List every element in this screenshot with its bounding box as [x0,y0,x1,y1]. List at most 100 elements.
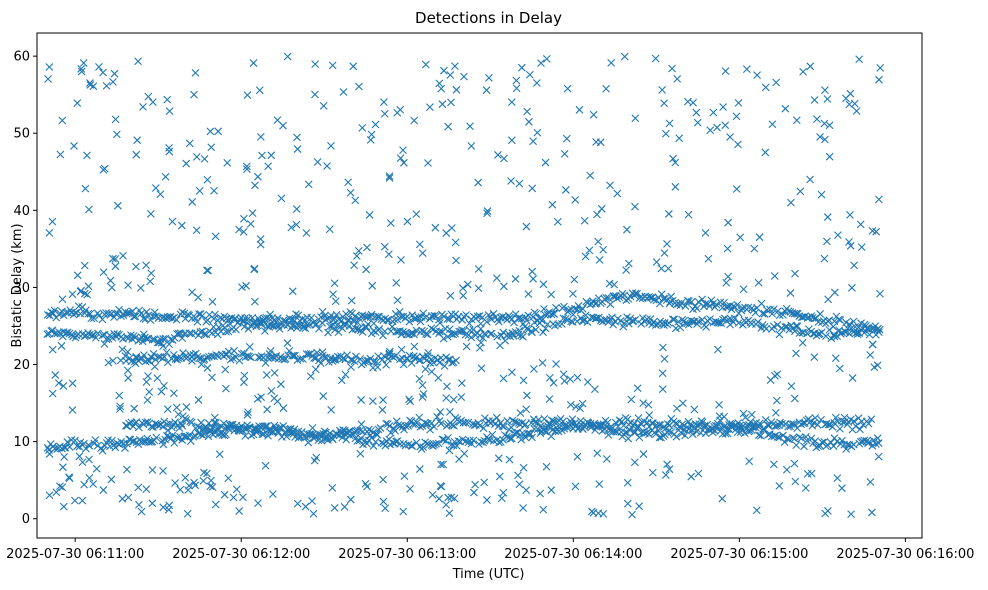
data-point [846,210,854,219]
data-point [679,399,687,408]
data-point [239,214,248,223]
data-point [633,384,642,393]
data-point [375,325,384,333]
data-point [635,502,644,511]
data-point [135,500,143,509]
data-point [211,500,220,509]
data-point [187,418,196,427]
data-point [684,297,693,306]
data-point [70,142,78,150]
data-point [358,123,367,132]
data-point [590,385,599,394]
data-point [48,326,57,335]
data-point [362,265,370,274]
data-point [512,76,521,85]
data-point [585,246,594,255]
data-point [665,119,674,128]
data-point [524,311,533,320]
data-point [247,353,255,362]
data-point [492,274,501,283]
data-point [519,376,528,385]
data-point [270,368,279,377]
data-point [856,425,864,434]
data-point [75,452,84,461]
data-point [499,374,508,383]
data-point [761,415,770,424]
data-point [297,428,306,436]
data-point [410,314,419,323]
data-point [444,434,452,442]
y-axis-title: Bistatic Delay (km) [10,223,25,347]
data-point [442,500,450,509]
data-point [146,316,155,324]
data-point [119,439,128,448]
data-point [870,363,879,371]
data-point [232,485,241,494]
data-point [300,432,308,441]
data-point [379,475,388,484]
data-point [66,306,75,315]
data-point [130,404,139,413]
data-point [487,329,496,338]
data-point [606,300,615,309]
data-point [647,419,656,428]
data-point [86,80,95,89]
data-point [810,96,819,104]
data-point [658,385,667,393]
data-point [269,322,277,330]
data-point [761,148,770,157]
data-point [745,457,754,466]
data-point [751,308,760,317]
data-point [178,334,187,343]
data-point [191,69,200,77]
data-point [408,442,417,450]
y-tick-label: 60 [13,50,30,65]
data-point [454,437,463,446]
data-point [116,402,125,411]
data-point [267,387,276,395]
data-point [580,216,589,225]
data-point [566,400,575,409]
data-point [415,374,424,383]
data-point [715,318,723,327]
data-point [269,490,277,499]
data-point [57,342,66,350]
data-point [243,91,252,100]
data-point [876,289,884,298]
data-point [124,309,133,317]
data-point [831,354,840,363]
data-point [750,244,759,253]
data-point [449,330,457,339]
data-point [203,266,211,275]
data-point [824,295,833,304]
data-point [437,419,445,428]
data-point [872,227,881,236]
data-point [419,309,428,318]
data-point [447,98,455,107]
data-point [93,309,102,318]
data-point [156,190,165,199]
data-point [771,431,780,440]
data-point [309,509,318,518]
data-point [787,382,796,391]
data-point [437,460,445,469]
data-point [541,324,550,333]
data-point [733,300,742,309]
data-point [294,434,303,442]
data-point [528,267,537,276]
data-point [432,439,441,448]
data-point [214,127,223,136]
data-point [608,424,617,433]
data-point [250,264,259,273]
data-point [599,245,608,254]
data-point [672,432,681,441]
data-point [344,315,353,324]
data-point [462,311,470,319]
data-point [576,404,584,413]
data-point [293,145,302,153]
data-point [756,431,765,440]
data-point [436,408,445,416]
y-tick-label: 0 [22,512,30,527]
data-point [122,333,131,342]
